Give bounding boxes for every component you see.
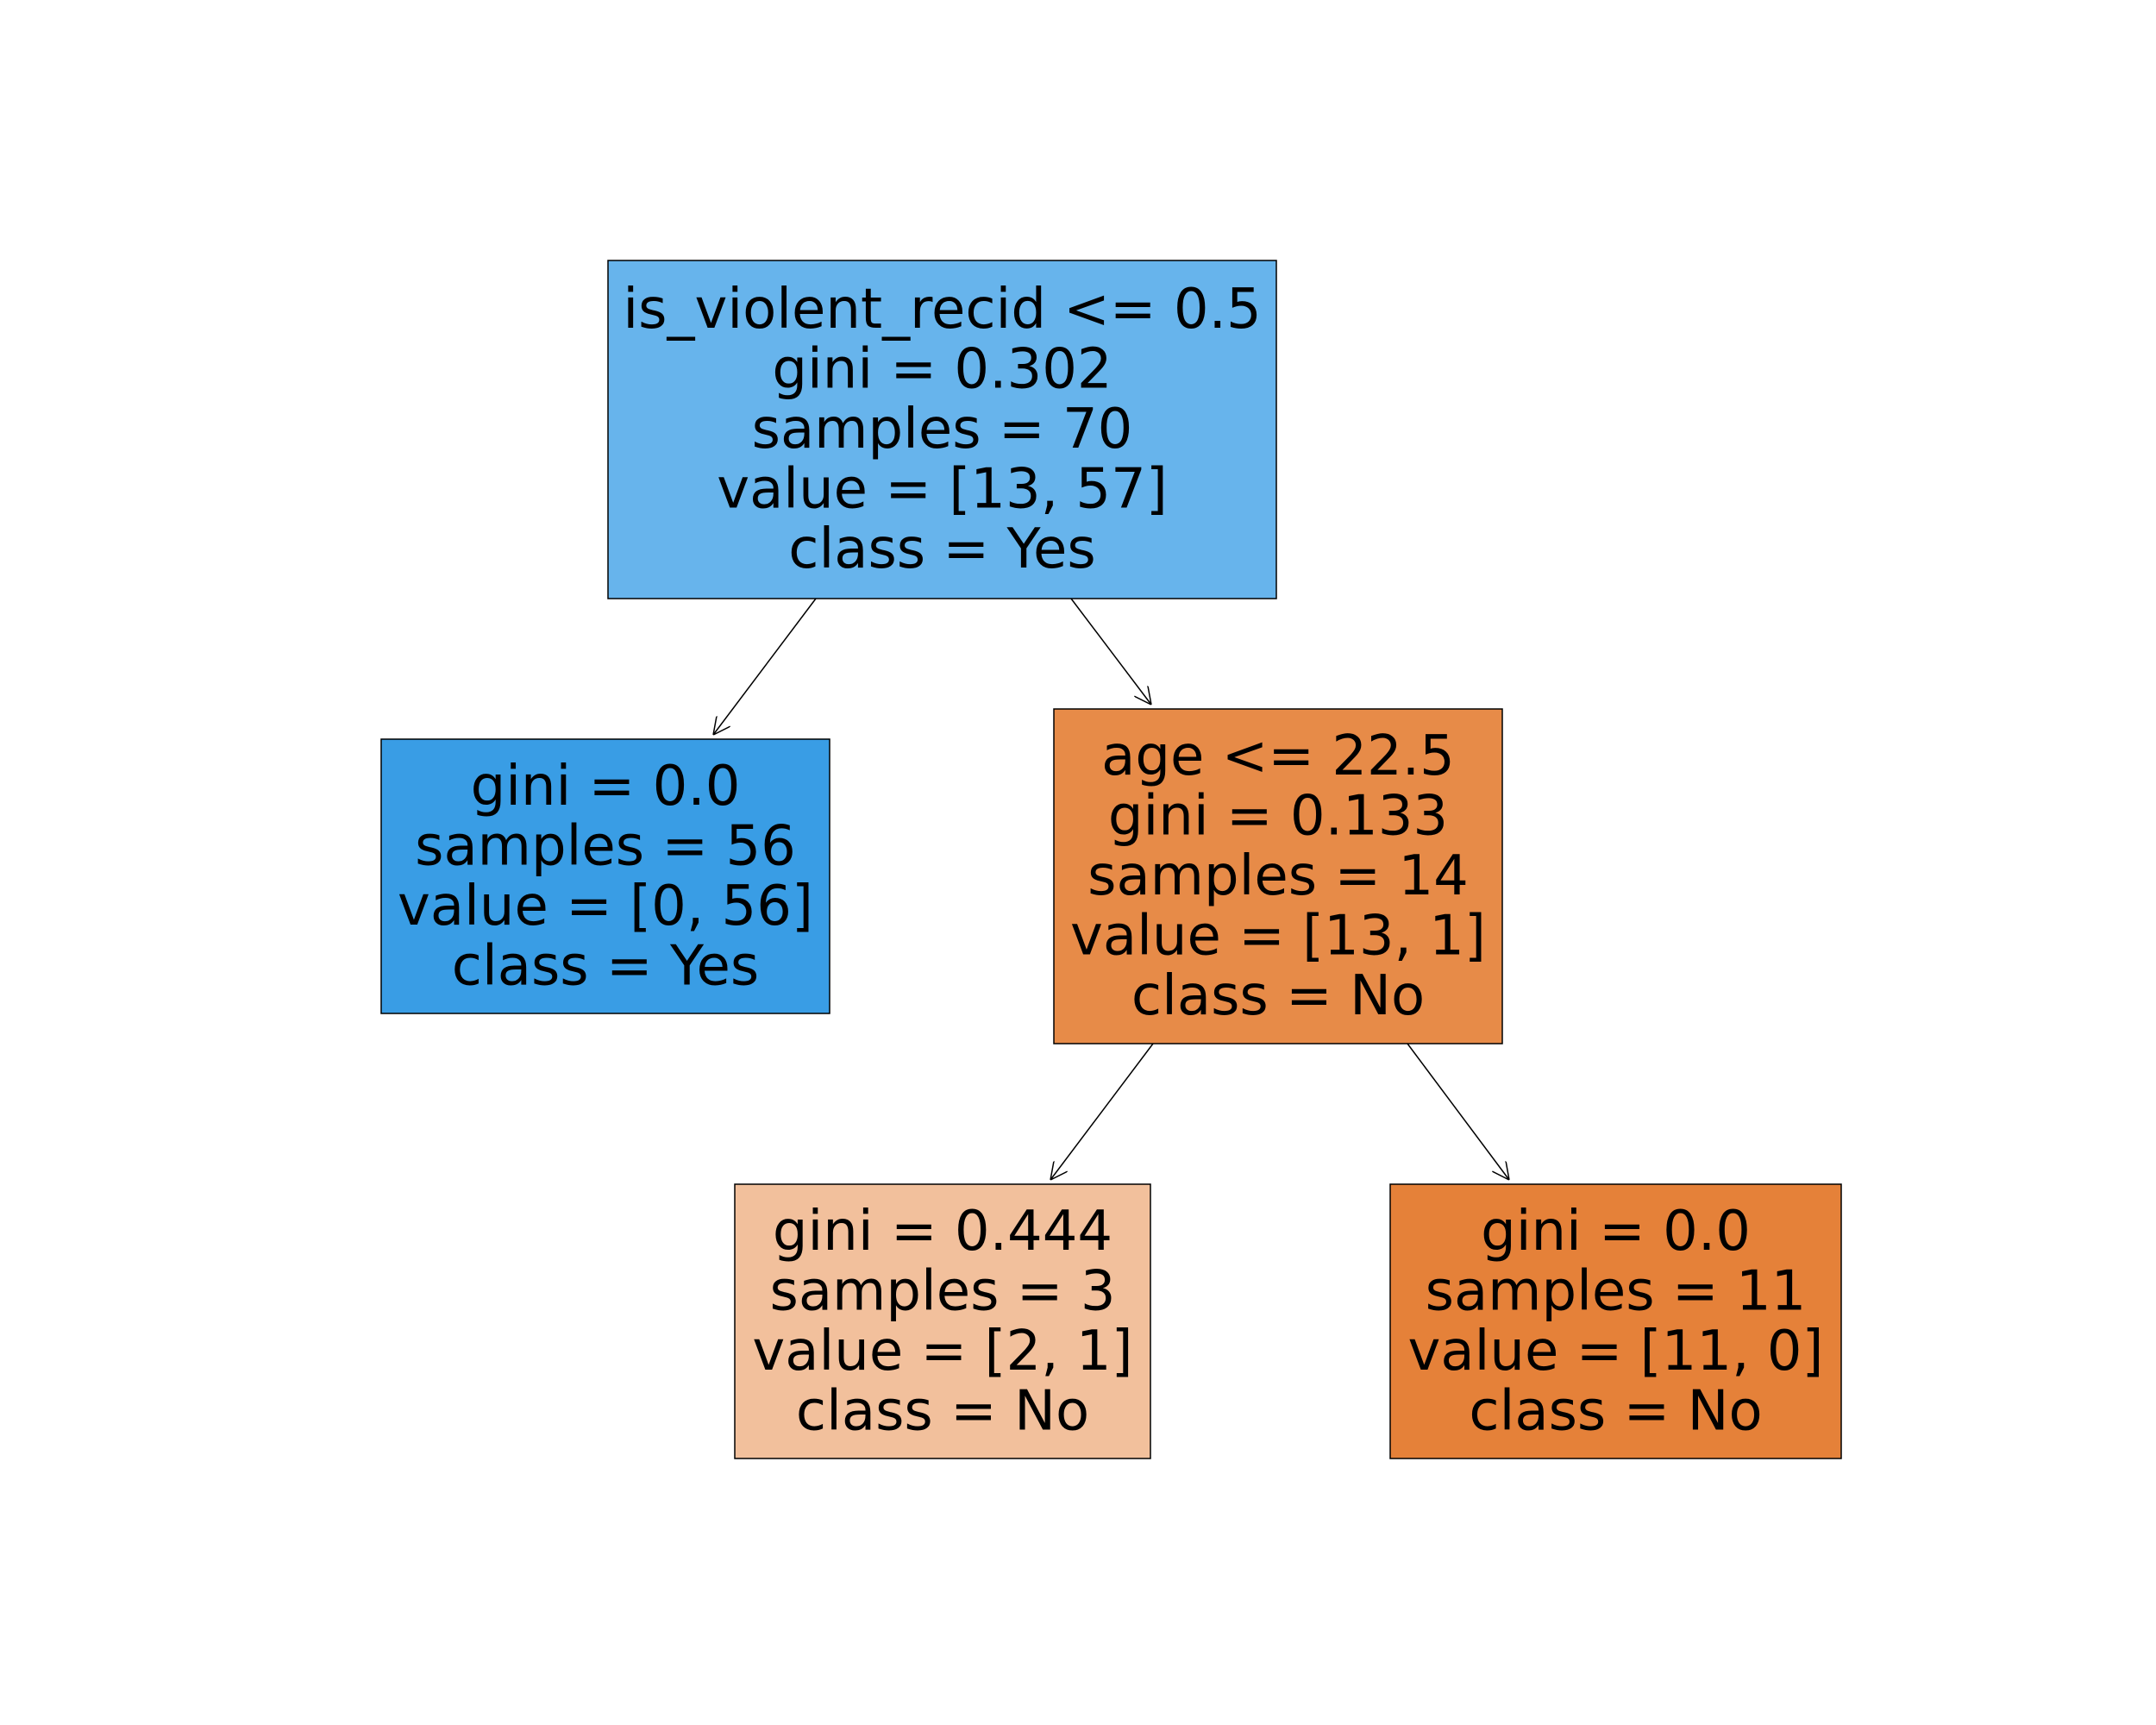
node-text-line: value = [2, 1] — [752, 1320, 1132, 1383]
node-text-line: value = [11, 0] — [1408, 1320, 1824, 1383]
node-box — [607, 260, 1277, 599]
node-text-line: gini = 0.0 — [471, 755, 741, 819]
node-text-line: value = [13, 1] — [1070, 905, 1486, 969]
node-box — [380, 738, 830, 1014]
node-text-line: samples = 11 — [1426, 1259, 1807, 1323]
node-box — [734, 1183, 1151, 1459]
node-text-line: value = [13, 57] — [717, 458, 1168, 522]
node-text-line: class = Yes — [452, 934, 760, 998]
node-text-line: is_violent_recid <= 0.5 — [623, 278, 1261, 342]
node-text-line: samples = 3 — [769, 1259, 1115, 1323]
node-text-line: gini = 0.444 — [773, 1200, 1112, 1264]
node-text-line: samples = 14 — [1087, 844, 1469, 908]
edge-arrow-n0-n1 — [713, 598, 817, 735]
node-text-line: class = Yes — [788, 518, 1096, 581]
node-text-line: class = No — [1131, 964, 1425, 1028]
node-text-line: value = [0, 56] — [398, 875, 813, 938]
node-text-line: age <= 22.5 — [1101, 724, 1455, 788]
node-text-line: gini = 0.302 — [772, 338, 1112, 402]
node-text-line: samples = 70 — [752, 398, 1133, 461]
edge-arrow-n2-n4 — [1407, 1043, 1509, 1180]
edge-arrow-n0-n2 — [1070, 598, 1151, 705]
node-box — [1389, 1183, 1842, 1459]
node-text-line: gini = 0.133 — [1108, 785, 1448, 849]
node-box — [1053, 708, 1503, 1044]
node-text-line: class = No — [1469, 1379, 1762, 1443]
node-text-line: samples = 56 — [415, 814, 796, 878]
node-text-line: gini = 0.0 — [1481, 1200, 1751, 1264]
edge-arrow-n2-n3 — [1050, 1043, 1154, 1180]
node-text-line: class = No — [796, 1379, 1089, 1443]
tree-edges — [713, 598, 1509, 1180]
